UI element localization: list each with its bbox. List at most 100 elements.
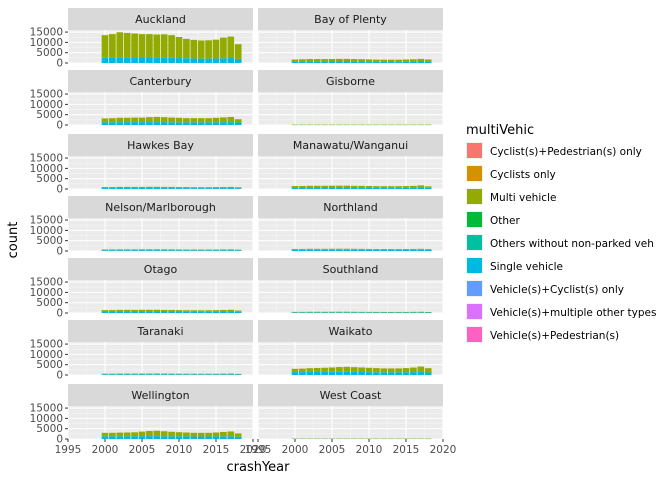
bar-single-vehicle [190, 312, 197, 313]
bar-single-vehicle [292, 61, 299, 63]
bar-single-vehicle [336, 250, 343, 251]
bar-single-vehicle [329, 61, 336, 63]
bar-single-vehicle [343, 61, 350, 63]
bar-multi-vehicle [161, 374, 168, 375]
y-tick-label: 15000 [30, 89, 63, 101]
bar-single-vehicle [388, 372, 395, 375]
bar-multi-vehicle [417, 59, 424, 61]
bar-multi-vehicle [190, 118, 197, 122]
bar-multi-vehicle [102, 187, 109, 188]
bar-multi-vehicle [183, 433, 190, 437]
bar-single-vehicle [425, 250, 432, 251]
legend-key-swatch [467, 166, 482, 181]
bar-single-vehicle [410, 312, 417, 313]
y-tick-label: 5000 [36, 423, 63, 435]
bar-single-vehicle [116, 311, 123, 313]
bar-multi-vehicle [153, 249, 160, 250]
bar-single-vehicle [403, 188, 410, 189]
bar-single-vehicle [116, 436, 123, 439]
bar-single-vehicle [314, 312, 321, 313]
bar-single-vehicle [102, 374, 109, 375]
bar-multi-vehicle [124, 33, 131, 58]
facet-strip-label: Canterbury [130, 75, 192, 88]
bar-single-vehicle [403, 250, 410, 251]
bar-single-vehicle [213, 312, 220, 313]
bar-multi-vehicle [366, 312, 373, 313]
bar-single-vehicle [220, 374, 227, 375]
bar-multi-vehicle [373, 60, 380, 62]
y-tick-label: 0 [56, 246, 63, 258]
bar-multi-vehicle [366, 368, 373, 372]
bar-multi-vehicle [139, 432, 146, 437]
bar-multi-vehicle [410, 186, 417, 188]
bar-multi-vehicle [109, 433, 116, 437]
bar-single-vehicle [198, 122, 205, 125]
y-tick-label: 10000 [30, 37, 63, 49]
bar-single-vehicle [102, 312, 109, 313]
bar-single-vehicle [410, 61, 417, 63]
facet-strip-label: Gisborne [326, 75, 375, 88]
bar-multi-vehicle [336, 186, 343, 188]
bar-multi-vehicle [146, 431, 153, 436]
bar-multi-vehicle [403, 368, 410, 372]
bar-multi-vehicle [329, 186, 336, 188]
bar-single-vehicle [227, 58, 234, 63]
bar-single-vehicle [336, 61, 343, 63]
bar-multi-vehicle [176, 249, 183, 250]
bar-multi-vehicle [373, 368, 380, 372]
bar-single-vehicle [235, 250, 242, 251]
y-tick-label: 5000 [36, 297, 63, 309]
y-tick-label: 5000 [36, 47, 63, 59]
legend-key-swatch [467, 235, 482, 250]
bar-multi-vehicle [102, 35, 109, 58]
bar-multi-vehicle [417, 367, 424, 372]
facet-panel-11: Waikato [258, 320, 443, 375]
bar-multi-vehicle [380, 186, 387, 187]
bar-single-vehicle [220, 250, 227, 251]
bar-multi-vehicle [395, 249, 402, 250]
bar-single-vehicle [205, 250, 212, 251]
bar-multi-vehicle [321, 312, 328, 313]
facet-strip-label: Northland [323, 201, 378, 214]
bar-multi-vehicle [306, 312, 313, 313]
bar-multi-vehicle [205, 250, 212, 251]
bar-multi-vehicle [425, 59, 432, 61]
bar-multi-vehicle [146, 117, 153, 122]
bar-multi-vehicle [321, 249, 328, 250]
y-tick-label: 10000 [30, 225, 63, 237]
bar-multi-vehicle [425, 186, 432, 187]
bar-single-vehicle [235, 188, 242, 189]
bar-multi-vehicle [131, 432, 138, 436]
bar-single-vehicle [373, 61, 380, 63]
bar-single-vehicle [373, 312, 380, 313]
bar-multi-vehicle [168, 249, 175, 250]
bar-multi-vehicle [131, 249, 138, 250]
bar-single-vehicle [403, 61, 410, 63]
bar-multi-vehicle [329, 312, 336, 313]
bar-multi-vehicle [161, 117, 168, 122]
bar-multi-vehicle [417, 312, 424, 313]
bar-multi-vehicle [102, 433, 109, 437]
bar-multi-vehicle [227, 374, 234, 375]
x-tick-label: 2000 [92, 444, 119, 456]
bar-multi-vehicle [183, 39, 190, 58]
y-tick-label: 15000 [30, 277, 63, 289]
x-tick-label: 2020 [430, 444, 457, 456]
bar-single-vehicle [161, 250, 168, 251]
bar-single-vehicle [190, 58, 197, 63]
bar-multi-vehicle [153, 117, 160, 122]
bar-single-vehicle [139, 250, 146, 251]
bar-single-vehicle [351, 312, 358, 313]
bar-single-vehicle [153, 311, 160, 313]
bar-multi-vehicle [227, 187, 234, 188]
bar-multi-vehicle [425, 249, 432, 250]
bar-multi-vehicle [220, 117, 227, 122]
bar-multi-vehicle [109, 187, 116, 188]
bar-single-vehicle [139, 311, 146, 313]
bar-single-vehicle [235, 312, 242, 313]
bar-single-vehicle [131, 436, 138, 439]
legend-label: Other [490, 215, 520, 227]
